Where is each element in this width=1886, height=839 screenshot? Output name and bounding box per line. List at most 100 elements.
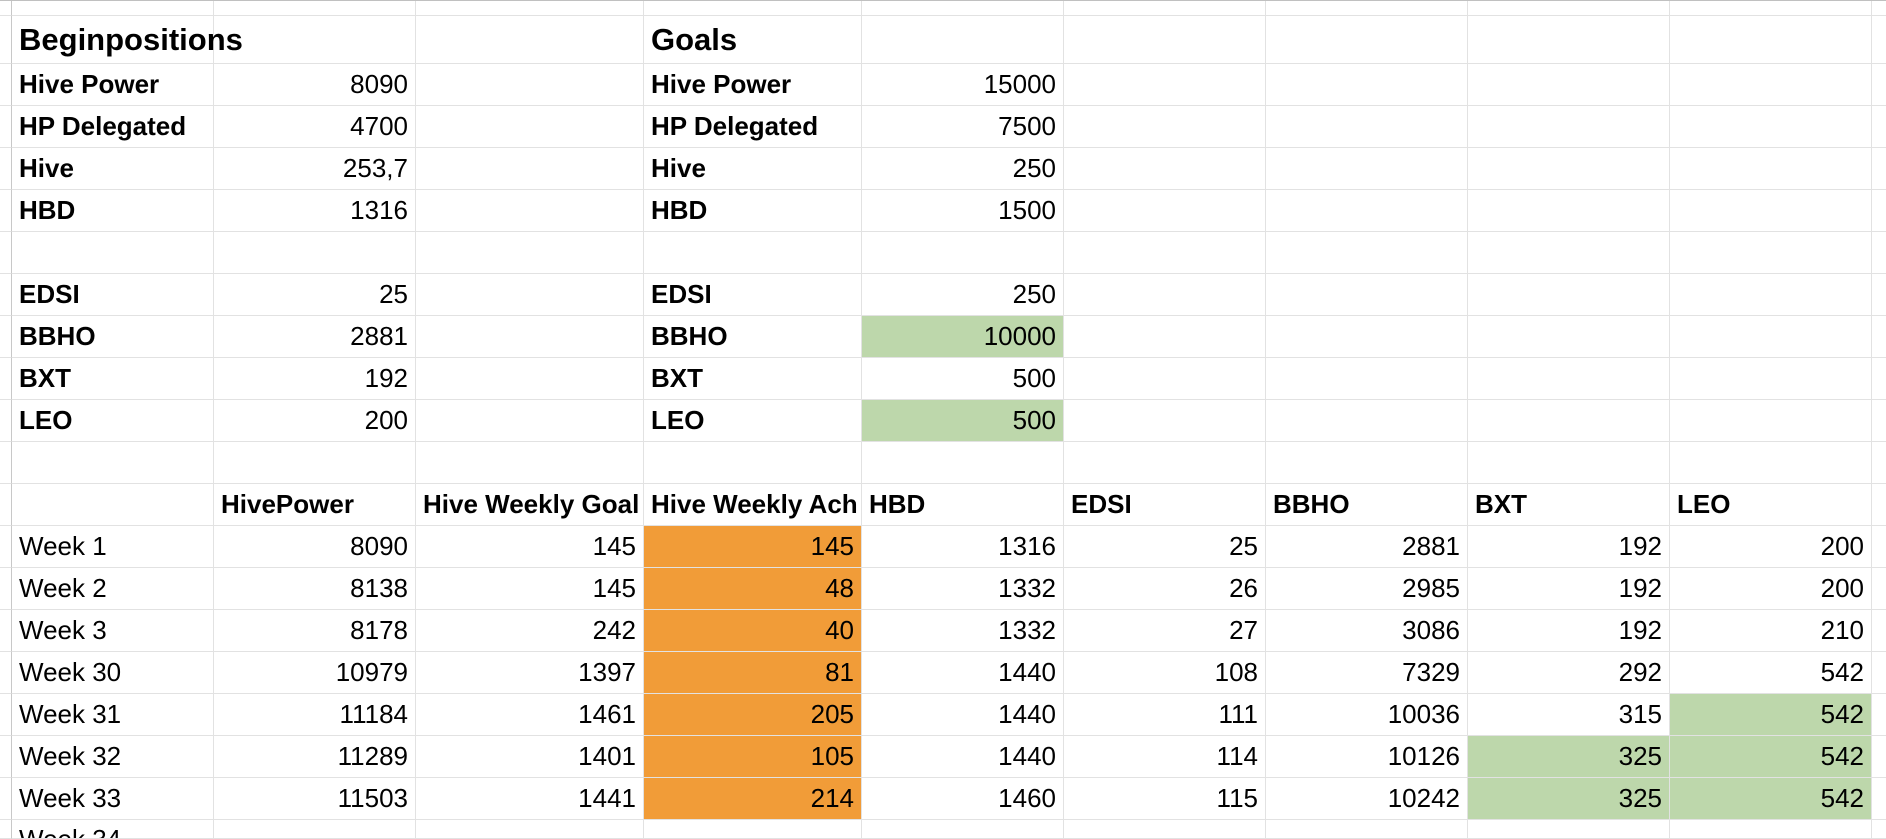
cell[interactable] bbox=[1064, 358, 1266, 400]
cell[interactable] bbox=[1064, 16, 1266, 64]
cell[interactable] bbox=[644, 232, 862, 274]
cell[interactable] bbox=[1670, 16, 1872, 64]
begin-label[interactable]: BBHO bbox=[12, 316, 214, 358]
week-cell[interactable]: 542 bbox=[1670, 652, 1872, 694]
goal-value[interactable]: 500 bbox=[862, 400, 1064, 442]
week-cell[interactable]: 48 bbox=[644, 568, 862, 610]
week-label[interactable]: Week 31 bbox=[12, 694, 214, 736]
cell[interactable] bbox=[416, 274, 644, 316]
begin-label[interactable]: EDSI bbox=[12, 274, 214, 316]
cell[interactable] bbox=[416, 16, 644, 64]
column-header[interactable]: LEO bbox=[1670, 484, 1872, 526]
week-cell[interactable]: 542 bbox=[1670, 778, 1872, 820]
cell[interactable] bbox=[214, 442, 416, 484]
cell[interactable] bbox=[1670, 400, 1872, 442]
cell[interactable] bbox=[1872, 148, 1886, 190]
week-cell[interactable]: 81 bbox=[644, 652, 862, 694]
week-cell[interactable]: 115 bbox=[1064, 778, 1266, 820]
begin-value[interactable]: 1316 bbox=[214, 190, 416, 232]
week-cell[interactable]: 111 bbox=[1064, 694, 1266, 736]
week-cell[interactable]: 1397 bbox=[416, 652, 644, 694]
cell[interactable] bbox=[1266, 400, 1468, 442]
cell[interactable] bbox=[1266, 442, 1468, 484]
week-cell[interactable]: 1401 bbox=[416, 736, 644, 778]
week-cell[interactable]: 8090 bbox=[214, 526, 416, 568]
week-cell[interactable]: 2985 bbox=[1266, 568, 1468, 610]
week-cell[interactable]: 40 bbox=[644, 610, 862, 652]
cell[interactable] bbox=[416, 148, 644, 190]
goal-label[interactable]: LEO bbox=[644, 400, 862, 442]
week-cell[interactable]: 10242 bbox=[1266, 778, 1468, 820]
cell[interactable] bbox=[1468, 316, 1670, 358]
begin-value[interactable]: 4700 bbox=[214, 106, 416, 148]
cell[interactable] bbox=[416, 400, 644, 442]
cell[interactable] bbox=[12, 484, 214, 526]
week-cell[interactable]: 1332 bbox=[862, 568, 1064, 610]
cell[interactable] bbox=[1266, 232, 1468, 274]
begin-value[interactable]: 192 bbox=[214, 358, 416, 400]
cell[interactable] bbox=[1670, 232, 1872, 274]
goal-value[interactable]: 250 bbox=[862, 148, 1064, 190]
week-cell[interactable]: 1441 bbox=[416, 778, 644, 820]
week-cell[interactable]: 10979 bbox=[214, 652, 416, 694]
week-cell[interactable]: 145 bbox=[416, 526, 644, 568]
cell[interactable] bbox=[1266, 820, 1468, 839]
cell[interactable] bbox=[1670, 358, 1872, 400]
begin-value[interactable]: 200 bbox=[214, 400, 416, 442]
cell[interactable] bbox=[1468, 400, 1670, 442]
week-cell[interactable]: 210 bbox=[1670, 610, 1872, 652]
cell[interactable] bbox=[862, 442, 1064, 484]
goal-label[interactable]: HBD bbox=[644, 190, 862, 232]
cell[interactable] bbox=[1670, 274, 1872, 316]
begin-value[interactable]: 253,7 bbox=[214, 148, 416, 190]
week-cell[interactable]: 10036 bbox=[1266, 694, 1468, 736]
cell[interactable] bbox=[1670, 820, 1872, 839]
week-cell[interactable]: 1461 bbox=[416, 694, 644, 736]
week-cell[interactable]: 1332 bbox=[862, 610, 1064, 652]
goals-title[interactable]: Goals bbox=[644, 16, 862, 64]
cell[interactable] bbox=[1872, 232, 1886, 274]
cell[interactable] bbox=[1872, 820, 1886, 839]
cell[interactable] bbox=[1468, 442, 1670, 484]
cell[interactable] bbox=[1872, 64, 1886, 106]
cell[interactable] bbox=[1670, 106, 1872, 148]
cell[interactable] bbox=[1064, 442, 1266, 484]
cell[interactable] bbox=[416, 190, 644, 232]
goal-value[interactable]: 1500 bbox=[862, 190, 1064, 232]
begin-label[interactable]: HP Delegated bbox=[12, 106, 214, 148]
goal-label[interactable]: BBHO bbox=[644, 316, 862, 358]
cell[interactable] bbox=[1670, 64, 1872, 106]
cell[interactable] bbox=[1468, 106, 1670, 148]
column-header[interactable]: BXT bbox=[1468, 484, 1670, 526]
cell[interactable] bbox=[1266, 106, 1468, 148]
cell[interactable] bbox=[1266, 190, 1468, 232]
begin-label[interactable]: LEO bbox=[12, 400, 214, 442]
cell[interactable] bbox=[214, 820, 416, 839]
begin-title[interactable]: Beginpositions bbox=[12, 16, 243, 64]
week-cell[interactable]: 1316 bbox=[862, 526, 1064, 568]
cell[interactable] bbox=[1266, 358, 1468, 400]
cell[interactable] bbox=[1872, 526, 1886, 568]
cell[interactable] bbox=[1670, 190, 1872, 232]
cell[interactable] bbox=[1468, 820, 1670, 839]
goal-label[interactable]: Hive Power bbox=[644, 64, 862, 106]
begin-value[interactable]: 8090 bbox=[214, 64, 416, 106]
week-cell[interactable]: 8138 bbox=[214, 568, 416, 610]
column-header[interactable]: BBHO bbox=[1266, 484, 1468, 526]
week-cell[interactable]: 1440 bbox=[862, 694, 1064, 736]
cell[interactable] bbox=[416, 232, 644, 274]
week-cell[interactable]: 325 bbox=[1468, 736, 1670, 778]
cell[interactable] bbox=[1266, 148, 1468, 190]
week-cell[interactable]: 2881 bbox=[1266, 526, 1468, 568]
cell[interactable] bbox=[862, 820, 1064, 839]
begin-value[interactable]: 25 bbox=[214, 274, 416, 316]
cell[interactable] bbox=[1064, 190, 1266, 232]
week-cell[interactable]: 145 bbox=[644, 526, 862, 568]
cell[interactable] bbox=[1872, 652, 1886, 694]
week-cell[interactable]: 1460 bbox=[862, 778, 1064, 820]
week-label[interactable]: Week 3 bbox=[12, 610, 214, 652]
cell[interactable] bbox=[1872, 484, 1886, 526]
cell[interactable] bbox=[1872, 568, 1886, 610]
week-cell[interactable]: 11503 bbox=[214, 778, 416, 820]
week-cell[interactable]: 145 bbox=[416, 568, 644, 610]
